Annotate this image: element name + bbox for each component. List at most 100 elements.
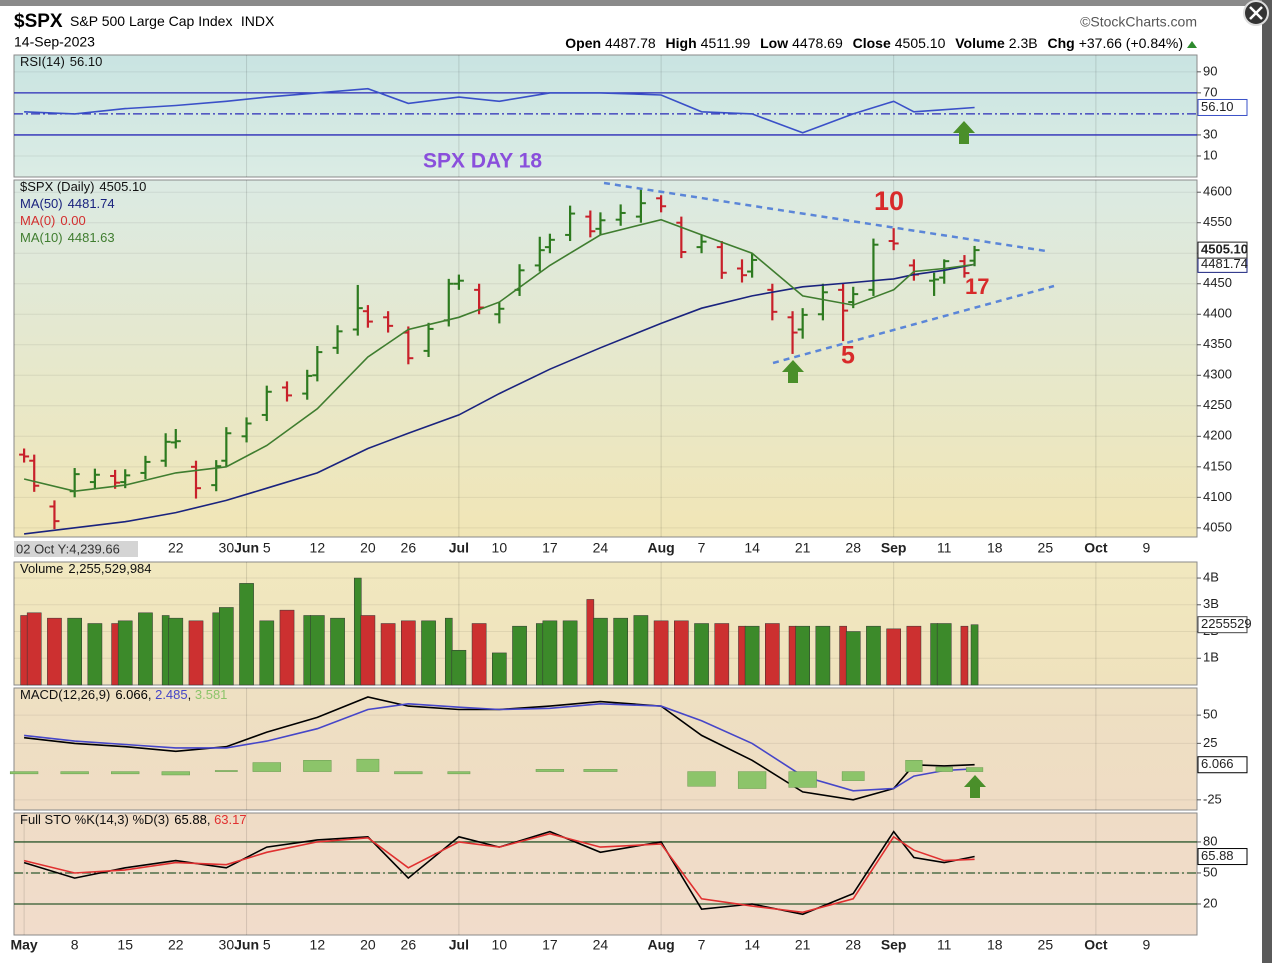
volume-bar	[67, 617, 82, 686]
x-tick-label: 10	[492, 540, 508, 556]
value-tag	[1197, 848, 1248, 866]
legend-text: RSI(14)	[20, 54, 65, 69]
histogram-bar	[111, 771, 140, 775]
volume-bar	[239, 583, 254, 686]
volume-bar	[168, 617, 184, 686]
volume-bar	[633, 615, 649, 686]
x-tick-label: Sep	[881, 937, 907, 953]
legend-text: 0.00	[60, 213, 85, 228]
quote-label: High	[666, 35, 697, 51]
histogram-bar	[9, 771, 39, 775]
up-arrow	[953, 121, 975, 144]
x-tick-label: 9	[1143, 937, 1151, 953]
x-tick-label: 30	[219, 540, 235, 556]
legend-text: 3.581	[195, 687, 228, 702]
volume-bar	[303, 615, 312, 686]
histogram-bar	[447, 771, 471, 775]
volume-bar	[512, 625, 527, 686]
x-tick-label: 14	[744, 937, 760, 953]
volume-bar	[111, 623, 119, 686]
legend-text: 2,255,529,984	[68, 561, 151, 576]
series-line	[24, 696, 975, 801]
quote-label: Chg	[1047, 35, 1074, 51]
x-tick-label: 18	[987, 937, 1003, 953]
x-tick-label: 24	[593, 540, 609, 556]
x-tick-label: Jul	[449, 937, 469, 953]
y-tick-label: 1B	[1203, 650, 1219, 665]
value-tag-label: 2255529	[1201, 616, 1252, 631]
crosshair-box	[14, 541, 138, 557]
histogram-bar	[788, 771, 817, 788]
quote-value: +37.66 (+0.84%)	[1079, 35, 1183, 51]
x-tick-label: Jun	[234, 937, 259, 953]
panel	[13, 812, 1198, 936]
series-line	[23, 832, 975, 914]
volume-bar	[845, 631, 861, 686]
x-tick-label: Jun	[234, 540, 259, 556]
volume-bar	[20, 615, 28, 686]
legend: Volume 2,255,529,984	[20, 561, 152, 576]
histogram-bar	[356, 758, 380, 772]
histogram-bar	[303, 760, 332, 772]
volume-bar	[839, 625, 847, 686]
y-tick-label: 4100	[1203, 489, 1232, 504]
x-tick-label: Aug	[648, 540, 675, 556]
y-tick-label: 25	[1203, 735, 1217, 750]
x-tick-label: 12	[310, 937, 326, 953]
histogram-bar	[737, 771, 767, 789]
x-tick-label: Oct	[1084, 937, 1108, 953]
value-tag-label: 6.066	[1201, 756, 1234, 771]
close-button[interactable]	[1243, 0, 1269, 26]
volume-bar	[444, 617, 453, 686]
volume-bar	[138, 612, 153, 686]
x-tick-label: 12	[310, 540, 326, 556]
volume-bar	[542, 620, 558, 686]
symbol: $SPX	[14, 11, 63, 32]
volume-bar	[279, 609, 295, 686]
histogram-bar	[583, 769, 618, 772]
y-tick-label: 70	[1203, 84, 1217, 99]
volume-bar	[87, 623, 103, 686]
volume-bar	[930, 623, 938, 686]
volume-bar	[674, 620, 689, 686]
y-tick-label: 4550	[1203, 214, 1232, 229]
x-tick-label: 25	[1038, 540, 1054, 556]
quote-label: Low	[760, 35, 788, 51]
x-tick-label: 21	[795, 540, 811, 556]
volume-bar	[471, 623, 487, 686]
x-tick-label: 5	[263, 937, 271, 953]
x-tick-label: 20	[360, 540, 376, 556]
x-tick-label: 8	[71, 937, 79, 953]
x-tick-label: 26	[401, 937, 417, 953]
volume-bar	[586, 599, 595, 686]
x-tick-label: May	[10, 937, 37, 953]
x-tick-label: 17	[542, 937, 558, 953]
close-icon[interactable]	[1249, 6, 1263, 20]
value-tag-label: 65.88	[1201, 848, 1234, 863]
y-tick-label: 10	[1203, 147, 1217, 162]
x-tick-label: 17	[542, 540, 558, 556]
y-tick-label: 4B	[1203, 569, 1219, 584]
series-line	[24, 702, 975, 792]
quote-label: Open	[565, 35, 601, 51]
x-tick-label: 15	[117, 937, 133, 953]
legend-text: Full STO %K(14,3) %D(3)	[20, 812, 169, 827]
legend-text: MA(0)	[20, 213, 55, 228]
quote-value: 2.3B	[1009, 35, 1038, 51]
volume-bar	[492, 652, 507, 686]
legend-text: 65.88	[174, 812, 207, 827]
trendline	[772, 284, 1055, 365]
y-tick-label: -25	[1203, 791, 1222, 806]
x-tick-label: 20	[360, 937, 376, 953]
y-tick-label: 4300	[1203, 367, 1232, 382]
y-tick-label: 3B	[1203, 596, 1219, 611]
volume-bar	[259, 620, 275, 686]
histogram-bar	[935, 766, 953, 772]
y-tick-label: 4050	[1203, 519, 1232, 534]
legend-text: $SPX (Daily)	[20, 179, 94, 194]
y-tick-label: 30	[1203, 126, 1217, 141]
quote-value: 4478.69	[792, 35, 843, 51]
volume-bar	[815, 625, 831, 686]
legend: MACD(12,26,9) 6.066, 2.485, 3.581	[20, 687, 227, 702]
series-line	[24, 263, 975, 535]
